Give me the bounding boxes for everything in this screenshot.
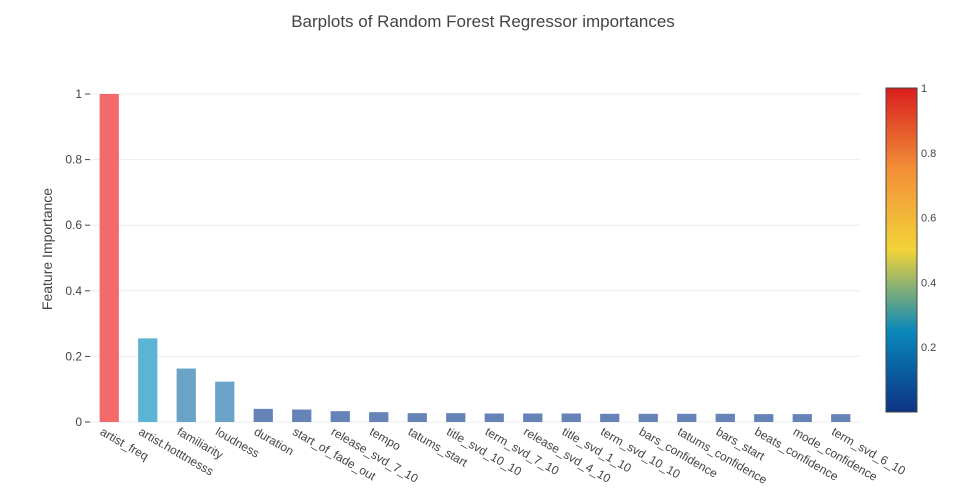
y-tick-label: 0.6	[65, 218, 82, 232]
colorbar-tick-label: 0.4	[921, 277, 936, 289]
bar-artist.hotttnesss[interactable]	[138, 338, 158, 422]
bar-bars_start[interactable]	[715, 413, 735, 422]
colorbar-tick-label: 0.6	[921, 213, 936, 225]
bar-release_svd_7_10[interactable]	[330, 411, 350, 422]
y-tick-label: 1	[75, 87, 82, 101]
bars	[99, 94, 851, 422]
bar-title_svd_10_10[interactable]	[446, 413, 466, 422]
bar-loudness[interactable]	[215, 381, 235, 422]
bar-bars_confidence[interactable]	[638, 413, 658, 422]
bar-tatums_start[interactable]	[407, 413, 427, 422]
bar-tatums_confidence[interactable]	[677, 413, 697, 422]
y-tick-label: 0	[75, 415, 82, 429]
bar-beats_confidence[interactable]	[754, 414, 774, 422]
bar-duration[interactable]	[253, 408, 273, 422]
y-tick-label: 0.4	[65, 284, 82, 298]
colorbar-tick-label: 1	[921, 83, 927, 95]
bar-term_svd_6_10[interactable]	[831, 414, 851, 422]
colorbar: 0.2 0.4 0.6 0.8 1	[885, 83, 936, 413]
colorbar-tick-label: 0.8	[921, 148, 936, 160]
chart-title: Barplots of Random Forest Regressor impo…	[291, 12, 675, 31]
colorbar-ticks: 0.2 0.4 0.6 0.8 1	[921, 83, 936, 354]
y-axis-label: Feature Importance	[39, 188, 55, 310]
bar-start_of_fade_out[interactable]	[292, 409, 312, 422]
bar-artist_freq[interactable]	[99, 94, 119, 422]
y-tick-label: 0.2	[65, 349, 82, 363]
grid-lines	[90, 93, 860, 423]
bar-familiarity[interactable]	[176, 368, 196, 422]
bar-mode_confidence[interactable]	[792, 414, 812, 422]
y-tick-label: 0.8	[65, 153, 82, 167]
bar-term_svd_7_10[interactable]	[484, 413, 504, 422]
colorbar-tick-label: 0.2	[921, 342, 936, 354]
bar-term_svd_10_10[interactable]	[600, 413, 620, 422]
y-axis-ticks: 0 0.2 0.4 0.6 0.8 1	[65, 87, 90, 429]
bar-release_svd_4_10[interactable]	[523, 413, 543, 422]
x-axis-ticks: artist_freqartist.hotttnesssfamiliarityl…	[98, 424, 908, 487]
bar-title_svd_1_10[interactable]	[561, 413, 581, 422]
bar-tempo[interactable]	[369, 412, 389, 422]
colorbar-gradient	[885, 87, 918, 413]
